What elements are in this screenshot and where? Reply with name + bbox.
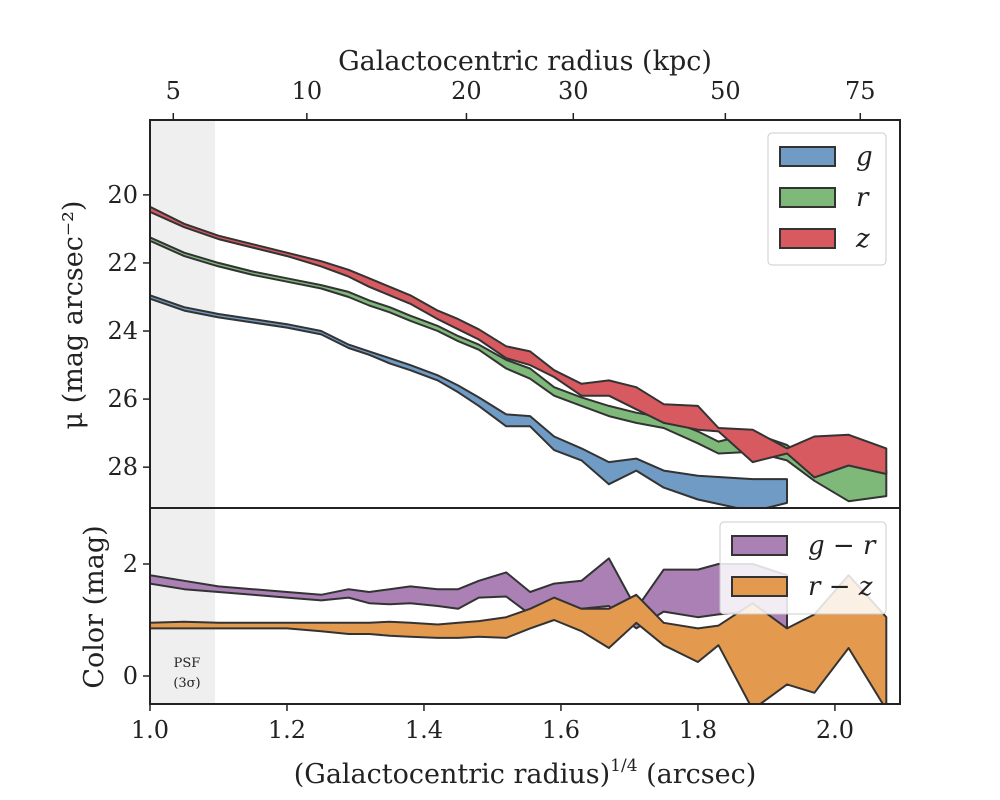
surface-brightness-panel: 20 22 24 26 28 5 10 20 30 50 75 grz xyxy=(107,77,901,509)
psf-band xyxy=(150,508,216,704)
surface-brightness-y-axis-label: μ (mag arcsec⁻²) xyxy=(58,201,89,430)
band-z xyxy=(150,205,888,479)
x-axis-label-unit: (arcsec) xyxy=(638,759,757,790)
band-r xyxy=(150,236,888,503)
y-tick-label: 26 xyxy=(107,385,138,413)
x-tick-label: 1.6 xyxy=(542,716,580,744)
top-x-tick-label: 30 xyxy=(558,77,589,105)
top-x-tick-label: 75 xyxy=(845,77,876,105)
y-tick-label: 22 xyxy=(107,249,138,277)
y-tick-label: 2 xyxy=(123,550,138,578)
bottom-legend-label: g − r xyxy=(808,531,877,561)
y-tick-label: 28 xyxy=(107,453,138,481)
color-y-axis-label: Color (mag) xyxy=(79,525,110,688)
bottom-x-axis-label: (Galactocentric radius)1/4 (arcsec) xyxy=(294,756,757,790)
top-x-tick-label: 20 xyxy=(451,77,482,105)
top-x-axis-label: Galactocentric radius (kpc) xyxy=(338,46,712,77)
psf-note-label: PSF xyxy=(174,656,201,671)
top-legend-label: g xyxy=(856,142,873,172)
top-legend-label: r xyxy=(856,183,870,213)
color-panel: 0 2 1.0 1.2 1.4 1.6 1.8 2.0 PSF (3σ) g − r r − z xyxy=(123,507,901,744)
top-legend-swatch xyxy=(779,146,836,167)
bottom-legend-swatch xyxy=(731,576,788,597)
x-tick-label: 2.0 xyxy=(816,716,854,744)
x-tick-label: 1.0 xyxy=(131,716,169,744)
x-tick-label: 1.8 xyxy=(679,716,717,744)
x-tick-label: 1.2 xyxy=(268,716,306,744)
x-tick-label: 1.4 xyxy=(405,716,443,744)
band-g xyxy=(150,294,788,508)
bottom-legend-swatch xyxy=(731,535,788,556)
band-color-1 xyxy=(150,574,888,704)
bottom-legend-label: r − z xyxy=(808,572,873,602)
top-legend-swatch xyxy=(779,187,836,208)
y-tick-label: 24 xyxy=(107,317,138,345)
psf-note-sigma: (3σ) xyxy=(173,676,200,691)
top-x-tick-label: 10 xyxy=(292,77,323,105)
top-x-tick-label: 5 xyxy=(166,77,181,105)
y-tick-label: 20 xyxy=(107,181,138,209)
top-legend-swatch xyxy=(779,228,836,249)
top-legend-label: z xyxy=(855,224,870,254)
top-x-tick-label: 50 xyxy=(710,77,741,105)
bottom-plot-frame xyxy=(149,507,901,705)
y-tick-label: 0 xyxy=(123,662,138,690)
x-axis-label-exponent: 1/4 xyxy=(610,756,637,776)
x-axis-label-base: (Galactocentric radius) xyxy=(294,759,610,790)
